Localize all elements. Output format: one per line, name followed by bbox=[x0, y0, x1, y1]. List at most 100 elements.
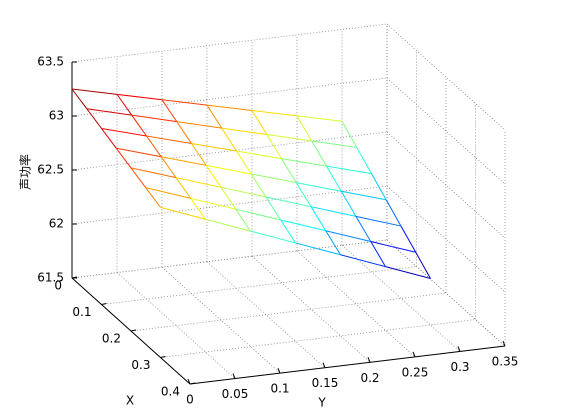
mesh-edge bbox=[145, 187, 161, 208]
y-tick bbox=[367, 357, 371, 363]
mesh-edge bbox=[131, 114, 177, 123]
x-tick-label: 0.2 bbox=[102, 332, 121, 346]
mesh-edge bbox=[311, 140, 357, 148]
y-tick-label: 0.35 bbox=[492, 355, 519, 369]
mesh-edge bbox=[325, 230, 371, 242]
mesh-edge bbox=[236, 150, 252, 175]
mesh-edge bbox=[296, 115, 313, 142]
mesh-edge bbox=[235, 208, 281, 221]
mesh-edge bbox=[326, 165, 372, 175]
mesh-edge bbox=[116, 94, 133, 116]
mesh-edge bbox=[311, 140, 327, 167]
mesh-edge bbox=[266, 134, 282, 159]
mesh-edge bbox=[236, 150, 282, 160]
x-axis-label: X bbox=[126, 394, 134, 408]
mesh-edge bbox=[175, 177, 222, 188]
grid-line bbox=[71, 23, 388, 63]
y-tick bbox=[502, 340, 506, 347]
grid-line bbox=[116, 272, 236, 379]
grid-line bbox=[251, 255, 371, 363]
mesh-edge bbox=[191, 143, 237, 152]
mesh-edge bbox=[280, 219, 296, 244]
mesh-edge bbox=[296, 182, 342, 192]
mesh-edge bbox=[415, 252, 431, 279]
z-tick-label: 62.5 bbox=[37, 163, 64, 177]
y-tick bbox=[322, 362, 326, 368]
y-tick bbox=[232, 373, 236, 379]
grid-line bbox=[101, 266, 417, 305]
mesh-edge bbox=[250, 230, 296, 244]
mesh-edge bbox=[356, 147, 372, 174]
mesh-edge bbox=[206, 104, 223, 129]
grid-line bbox=[386, 77, 506, 185]
x-tick bbox=[189, 382, 196, 385]
mesh-edge bbox=[190, 197, 236, 210]
mesh-edge bbox=[71, 88, 118, 95]
mesh-edge bbox=[341, 120, 358, 148]
grid-line bbox=[161, 266, 281, 374]
grid-line bbox=[71, 185, 388, 225]
x-tick bbox=[71, 276, 78, 279]
grid-line bbox=[71, 131, 388, 171]
grid-line bbox=[386, 23, 506, 131]
mesh-edge bbox=[281, 158, 327, 167]
mesh-edge bbox=[385, 266, 431, 279]
mesh-edge bbox=[266, 134, 312, 142]
mesh-edge bbox=[355, 216, 372, 242]
mesh-edge bbox=[191, 143, 207, 166]
x-tick-label: 0.4 bbox=[161, 385, 180, 399]
grid-line bbox=[160, 319, 476, 358]
x-tick bbox=[160, 356, 166, 358]
mesh-edge bbox=[116, 147, 162, 158]
mesh-edge bbox=[340, 190, 357, 217]
mesh-edge bbox=[355, 215, 402, 227]
z-axis-label: 声功率 bbox=[18, 154, 33, 190]
grid-line bbox=[206, 261, 326, 369]
grid-line bbox=[386, 239, 506, 347]
mesh-edge bbox=[160, 206, 206, 220]
mesh-edge bbox=[221, 127, 267, 136]
mesh-edge bbox=[340, 254, 386, 268]
mesh-edge bbox=[265, 196, 282, 221]
y-tick bbox=[457, 346, 461, 352]
mesh-edge bbox=[220, 186, 267, 198]
y-tick bbox=[277, 367, 281, 374]
mesh-edge bbox=[161, 99, 208, 106]
grid-line bbox=[71, 239, 388, 279]
x-tick bbox=[130, 329, 137, 332]
mesh-edge bbox=[221, 127, 237, 152]
mesh-edge bbox=[326, 165, 342, 192]
mesh-edge bbox=[176, 121, 222, 129]
mesh-edge bbox=[160, 156, 177, 178]
y-tick bbox=[187, 378, 191, 385]
mesh-edge bbox=[115, 147, 132, 169]
grid-line bbox=[71, 77, 388, 117]
x-tick-label: 0.3 bbox=[131, 358, 150, 372]
mesh-edge bbox=[280, 219, 326, 232]
mesh-edge bbox=[235, 208, 251, 232]
mesh-edge bbox=[341, 190, 387, 201]
grid-line bbox=[71, 239, 388, 279]
mesh-edge bbox=[251, 109, 298, 117]
z-tick-label: 63 bbox=[49, 109, 64, 123]
y-axis bbox=[189, 345, 506, 385]
mesh-edge bbox=[175, 177, 192, 199]
mesh-edge bbox=[131, 114, 147, 137]
mesh-edge bbox=[295, 182, 312, 207]
grid-line bbox=[130, 292, 447, 332]
y-tick-label: 0.05 bbox=[222, 387, 249, 401]
mesh-edge bbox=[385, 199, 402, 227]
mesh-edge bbox=[146, 135, 192, 145]
mesh-edge bbox=[206, 104, 253, 111]
mesh-edge bbox=[145, 187, 191, 199]
mesh-edge bbox=[86, 108, 102, 129]
y-axis-label: Y bbox=[317, 396, 326, 410]
y-tick-label: 0.1 bbox=[270, 382, 289, 396]
y-tick-label: 0.15 bbox=[312, 376, 339, 390]
mesh-edge bbox=[251, 110, 268, 135]
mesh-edge bbox=[370, 241, 416, 253]
mesh-edge bbox=[220, 187, 237, 210]
mesh-edge bbox=[101, 128, 117, 149]
z-tick-label: 63.5 bbox=[37, 55, 64, 69]
z-tick-label: 62 bbox=[49, 217, 64, 231]
